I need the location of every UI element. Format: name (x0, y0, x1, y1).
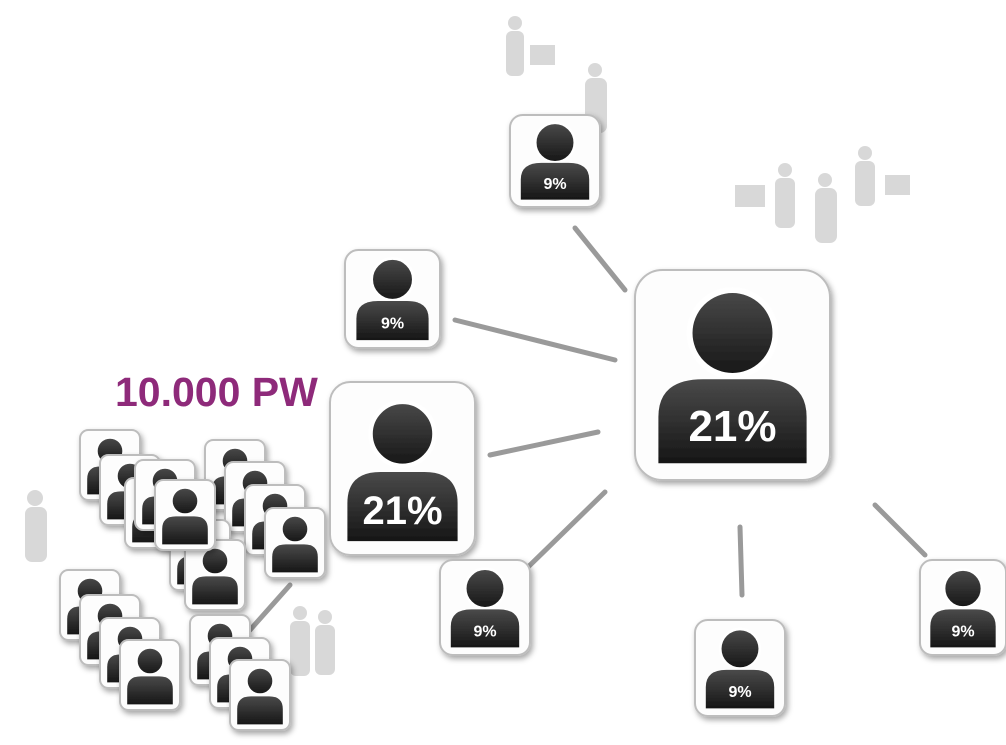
node-label: 9% (473, 623, 496, 640)
head (465, 569, 505, 609)
body (272, 544, 318, 572)
node-label: 9% (951, 623, 974, 640)
node-label: 21% (362, 489, 442, 533)
person-icon (230, 660, 290, 730)
head (172, 488, 198, 514)
person-icon (120, 640, 180, 710)
person-icon: 21% (330, 382, 475, 555)
person-icon (265, 508, 325, 578)
person-icon: 21% (635, 270, 830, 480)
person-icon: 9% (510, 115, 600, 207)
crowd (60, 430, 325, 730)
body (162, 516, 208, 544)
connector (525, 492, 605, 570)
connector (250, 585, 290, 630)
node-label: 9% (381, 316, 404, 333)
node-label: 9% (543, 176, 566, 193)
connector (455, 320, 615, 360)
head (371, 402, 435, 466)
title: 10.000 PW (115, 369, 318, 415)
diagram: 21% 21% 9% 9% 9% 9% 9% 10.000 PW (0, 0, 1006, 745)
person-icon: 9% (345, 250, 440, 348)
node-label: 21% (688, 402, 776, 451)
head (137, 648, 163, 674)
person-icon: 9% (695, 620, 785, 716)
body (127, 676, 173, 704)
head (247, 668, 273, 694)
nodes: 21% 21% 9% 9% 9% 9% 9% (330, 115, 1006, 716)
person-icon: 9% (920, 560, 1006, 655)
connector (875, 505, 925, 555)
head (372, 259, 414, 301)
person-icon (155, 480, 215, 550)
head (535, 123, 575, 163)
head (202, 548, 228, 574)
body (192, 576, 238, 604)
person-icon: 9% (440, 560, 530, 655)
head (944, 570, 982, 608)
head (690, 290, 776, 376)
connector (490, 432, 598, 455)
connector (575, 228, 625, 290)
node-label: 9% (728, 684, 751, 701)
connector (740, 527, 742, 595)
head (282, 516, 308, 542)
head (720, 629, 760, 669)
body (237, 696, 283, 724)
